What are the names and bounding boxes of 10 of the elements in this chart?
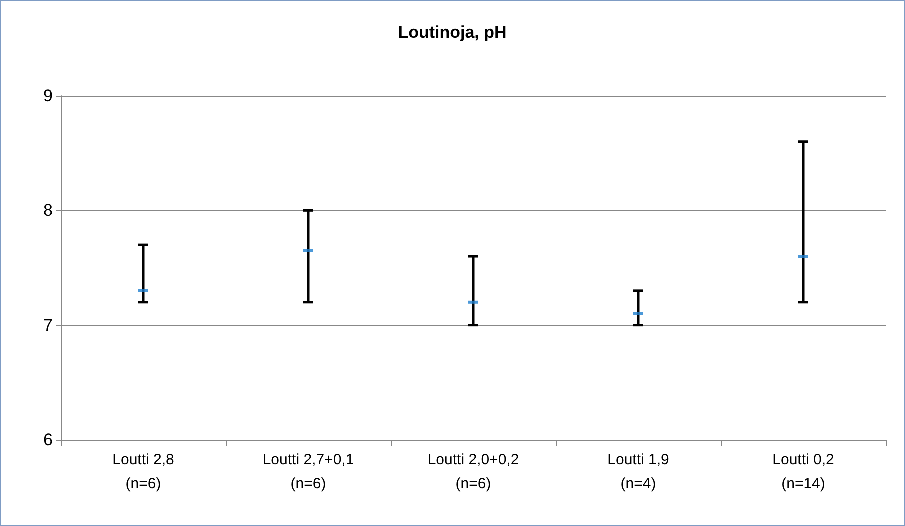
y-tick-label: 9: [44, 86, 53, 106]
y-tick-label: 7: [44, 316, 53, 335]
y-tick-label: 8: [44, 201, 53, 220]
y-tick-label: 6: [44, 430, 53, 450]
x-tick-label: Loutti 2,7+0,1 (n=6): [262, 452, 354, 492]
x-tick-label: Loutti 1,9 (n=4): [608, 452, 670, 492]
x-tick-label: Loutti 2,0+0,2 (n=6): [428, 452, 520, 492]
x-tick-label: Loutti 2,8 (n=6): [112, 452, 174, 492]
chart-title: Loutinoja, pH: [398, 23, 507, 42]
x-tick-label: Loutti 0,2 (n=14): [772, 452, 834, 492]
